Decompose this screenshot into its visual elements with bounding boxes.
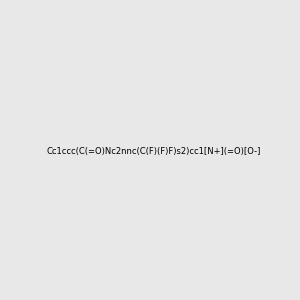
Text: Cc1ccc(C(=O)Nc2nnc(C(F)(F)F)s2)cc1[N+](=O)[O-]: Cc1ccc(C(=O)Nc2nnc(C(F)(F)F)s2)cc1[N+](=… — [46, 147, 261, 156]
